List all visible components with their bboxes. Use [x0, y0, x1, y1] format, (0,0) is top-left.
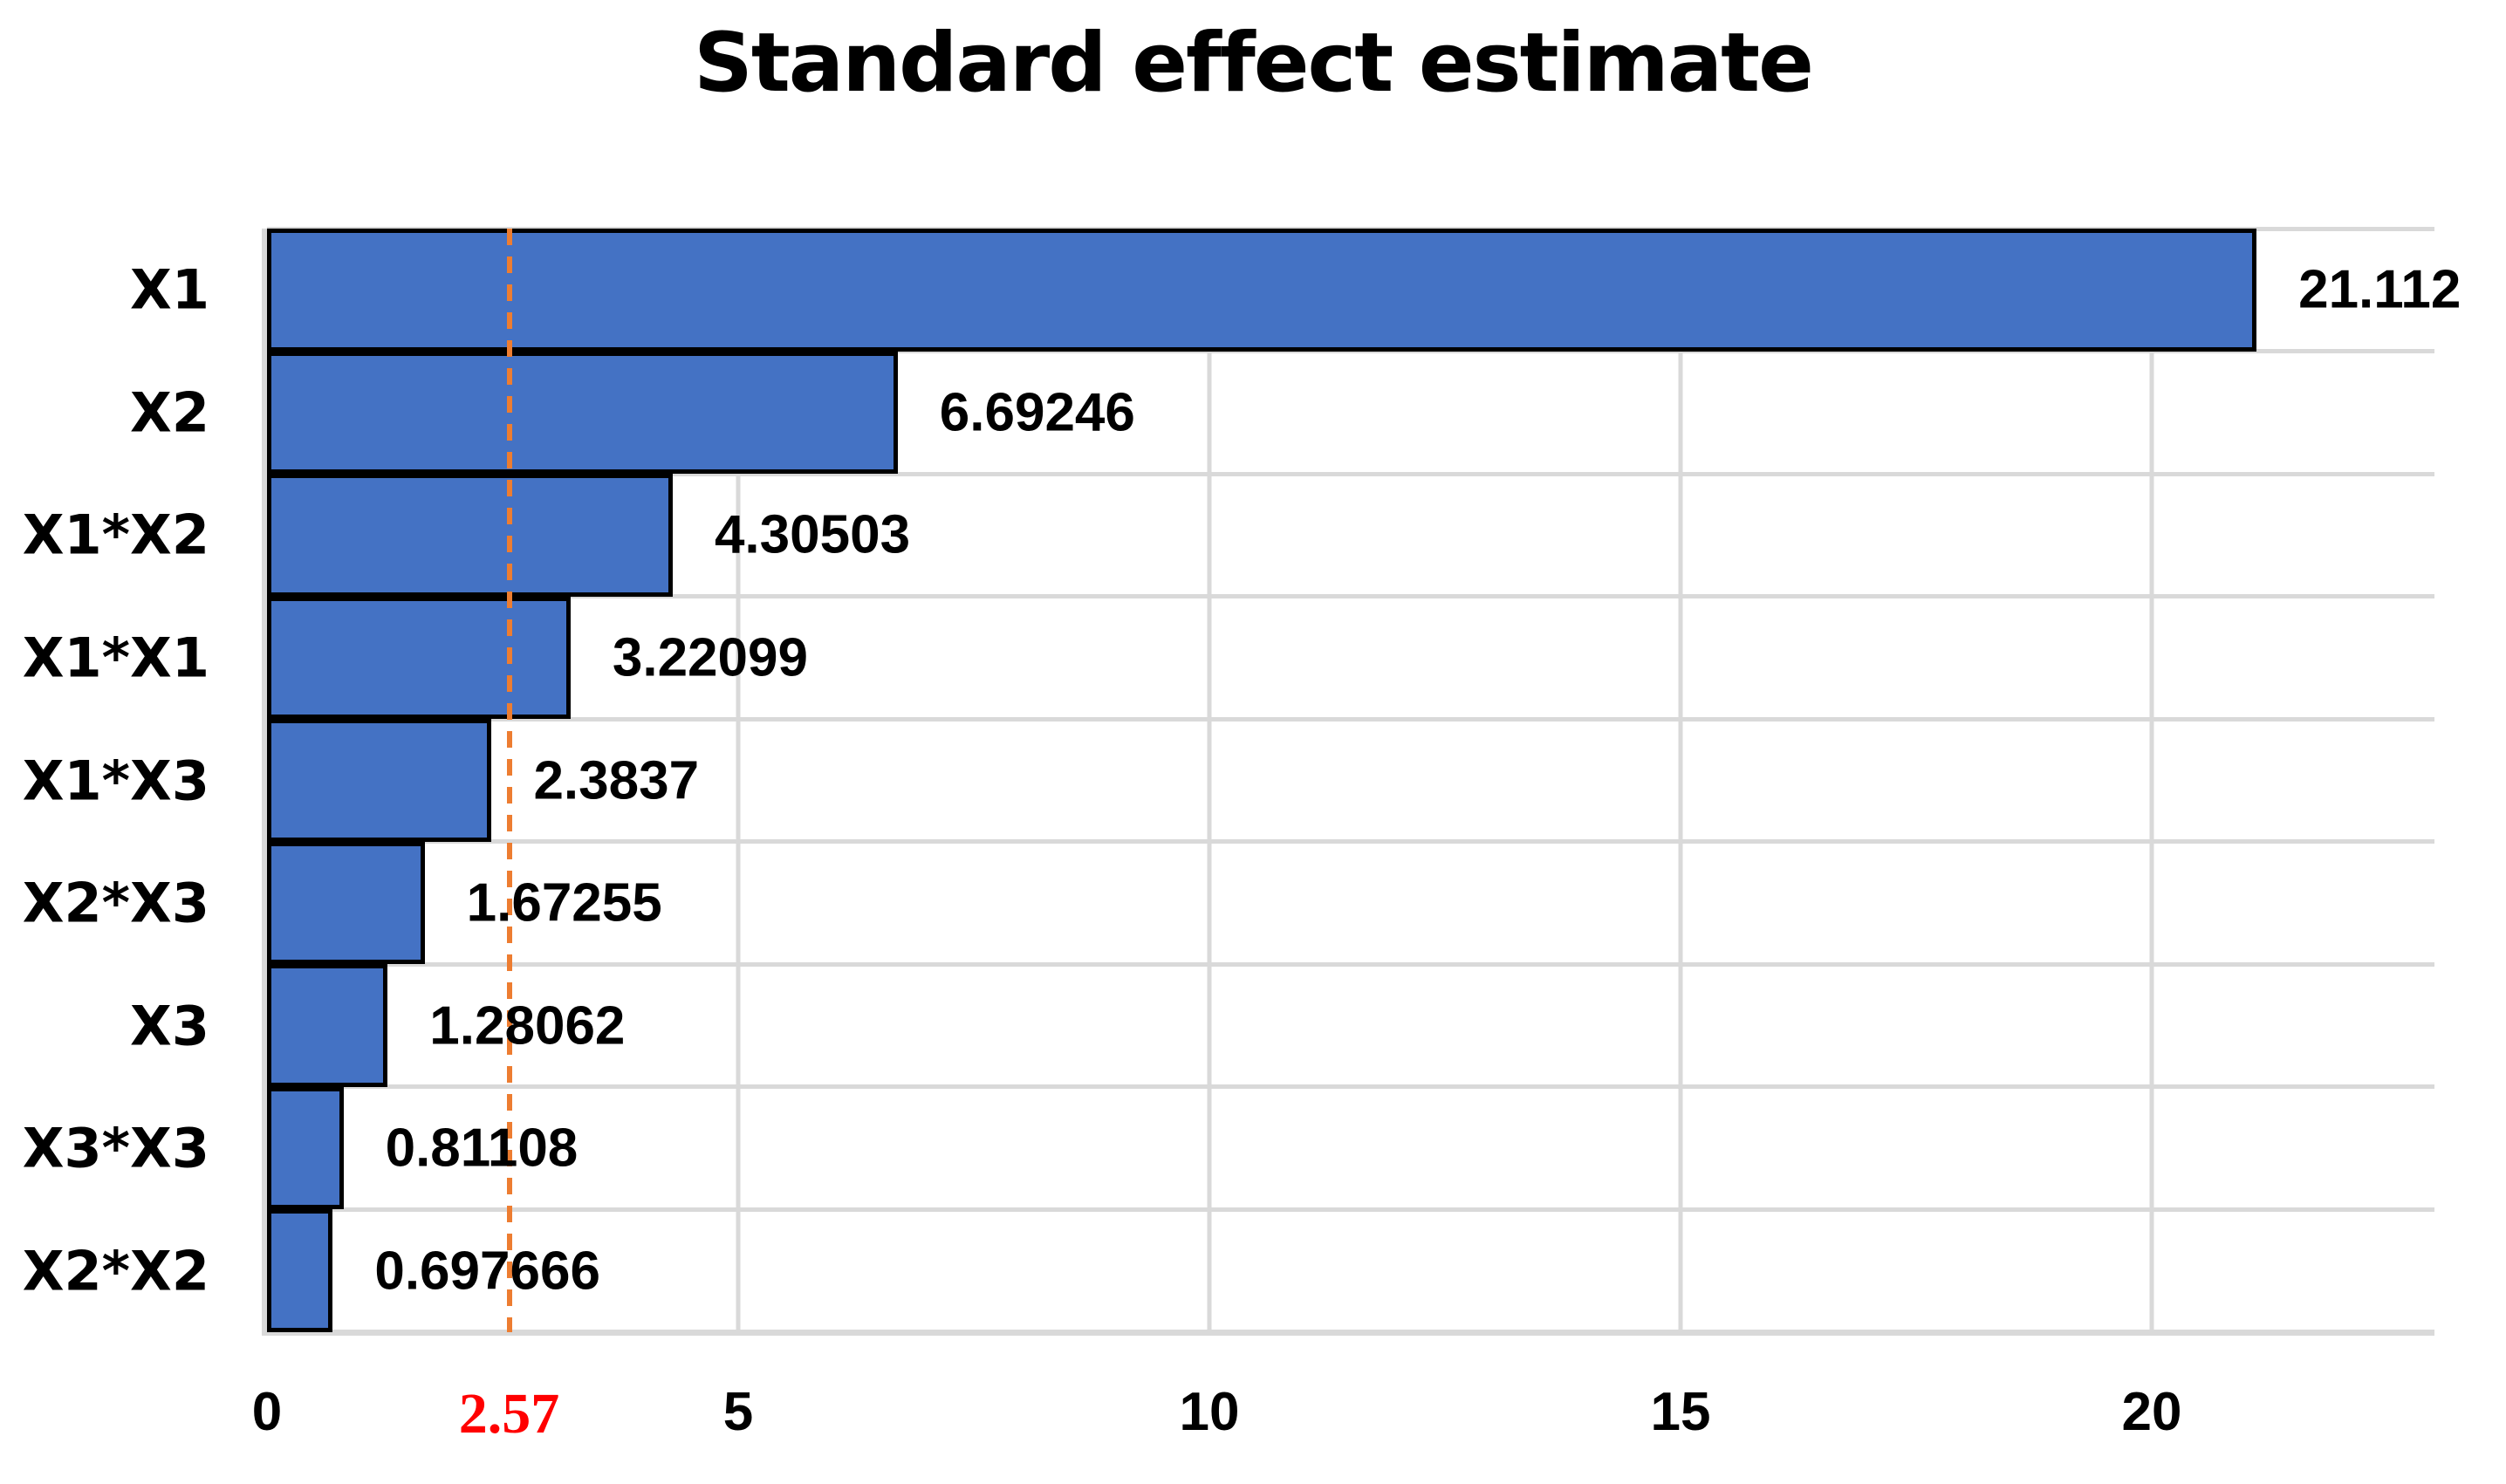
x-axis-line: [262, 1329, 2434, 1336]
gridline-v-10: [1207, 229, 1212, 1332]
y-axis-line: [262, 229, 267, 1332]
value-label-X1*X2: 4.30503: [714, 504, 911, 565]
category-label-X2*X3: X2*X3: [22, 871, 209, 935]
x-tick-20: 20: [2121, 1382, 2182, 1442]
plot-area: 21.112 6.69246 4.30503 3.22099 2.3837 1.67255…: [262, 226, 2461, 1336]
value-label-X2*X2: 0.697666: [374, 1241, 600, 1302]
value-label-X3*X3: 0.81108: [385, 1118, 579, 1179]
bar-X2: [267, 351, 898, 475]
gridline-v-15: [1678, 229, 1683, 1332]
bar-X3: [267, 964, 388, 1087]
category-label-X1*X2: X1*X2: [22, 503, 209, 567]
chart-title: Standard effect estimate: [694, 16, 1814, 111]
gridline-v-20: [2149, 229, 2154, 1332]
threshold-label: 2.57: [458, 1382, 560, 1446]
category-label-X1*X3: X1*X3: [22, 749, 209, 812]
bar-X3*X3: [267, 1086, 344, 1210]
gridline-h-6: [267, 961, 2434, 967]
x-tick-5: 5: [722, 1382, 754, 1442]
threshold-line: [506, 229, 512, 1332]
gridline-h-7: [267, 1084, 2434, 1090]
value-label-X3: 1.28062: [429, 995, 626, 1057]
category-label-X1: X1: [130, 257, 209, 322]
bar-X2*X2: [267, 1209, 333, 1332]
gridline-h-8: [267, 1207, 2434, 1212]
gridline-h-5: [267, 839, 2434, 845]
bar-X1*X3: [267, 719, 492, 842]
gridline-h-3: [267, 594, 2434, 599]
category-label-X2*X2: X2*X2: [22, 1239, 209, 1303]
value-label-X2*X3: 1.67255: [466, 872, 662, 933]
value-label-X1*X1: 3.22099: [612, 627, 808, 688]
bar-X2*X3: [267, 841, 425, 965]
gridline-h-4: [267, 716, 2434, 721]
gridline-h-2: [267, 471, 2434, 476]
gridline-v-5: [736, 229, 741, 1332]
category-label-X2: X2: [130, 380, 209, 445]
bar-X1: [267, 229, 2257, 352]
category-label-X3: X3: [130, 994, 209, 1058]
x-tick-10: 10: [1179, 1382, 1240, 1442]
bar-X1*X1: [267, 596, 571, 720]
value-label-X2: 6.69246: [939, 382, 1135, 443]
category-label-X1*X1: X1*X1: [22, 626, 209, 690]
x-tick-15: 15: [1650, 1382, 1711, 1442]
bar-X1*X2: [267, 474, 673, 597]
x-tick-0: 0: [251, 1382, 283, 1442]
category-label-X3*X3: X3*X3: [22, 1116, 209, 1180]
gridline-h-1: [267, 349, 2434, 354]
value-label-X1: 21.112: [2298, 259, 2461, 320]
value-label-X1*X3: 2.3837: [533, 750, 700, 810]
